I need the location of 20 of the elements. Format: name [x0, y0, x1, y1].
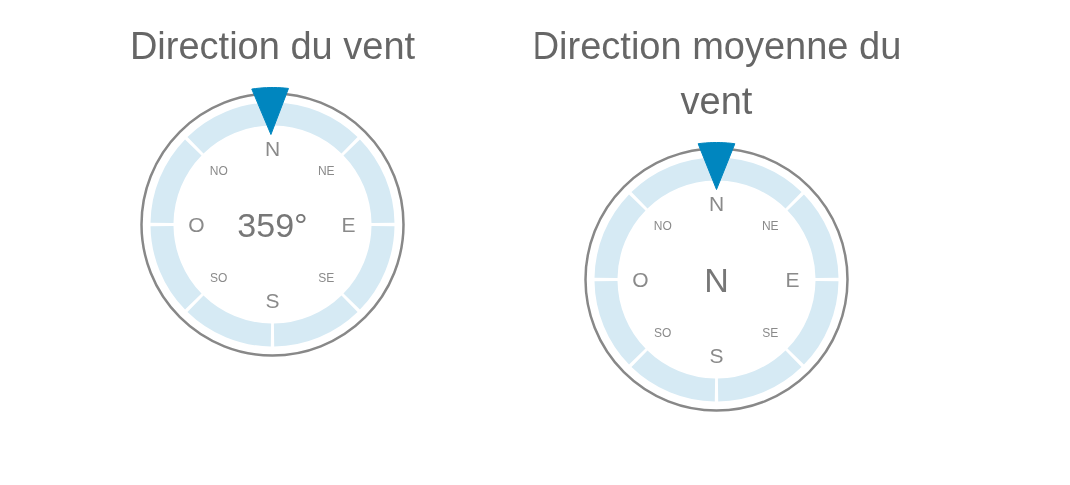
text: SE — [318, 271, 335, 286]
category-label: SE — [762, 326, 779, 341]
category-label: E — [785, 268, 800, 291]
text: SO — [210, 271, 228, 286]
text: Direction moyenne du vent — [531, 24, 902, 123]
text: N — [704, 260, 729, 299]
text: Direction du vent — [129, 24, 416, 67]
text: NE — [317, 163, 335, 178]
text: NO — [209, 163, 228, 178]
text: N — [264, 137, 281, 160]
category-label: NO — [653, 218, 672, 233]
category-label: S — [709, 344, 724, 367]
text: O — [188, 213, 205, 236]
text: E — [341, 213, 356, 236]
text: S — [265, 289, 280, 312]
category-label: SO — [654, 326, 672, 341]
category-label: N — [708, 192, 725, 215]
category-label: O — [632, 268, 649, 291]
category-label: NE — [761, 218, 779, 233]
data-label: 359° — [237, 205, 308, 244]
